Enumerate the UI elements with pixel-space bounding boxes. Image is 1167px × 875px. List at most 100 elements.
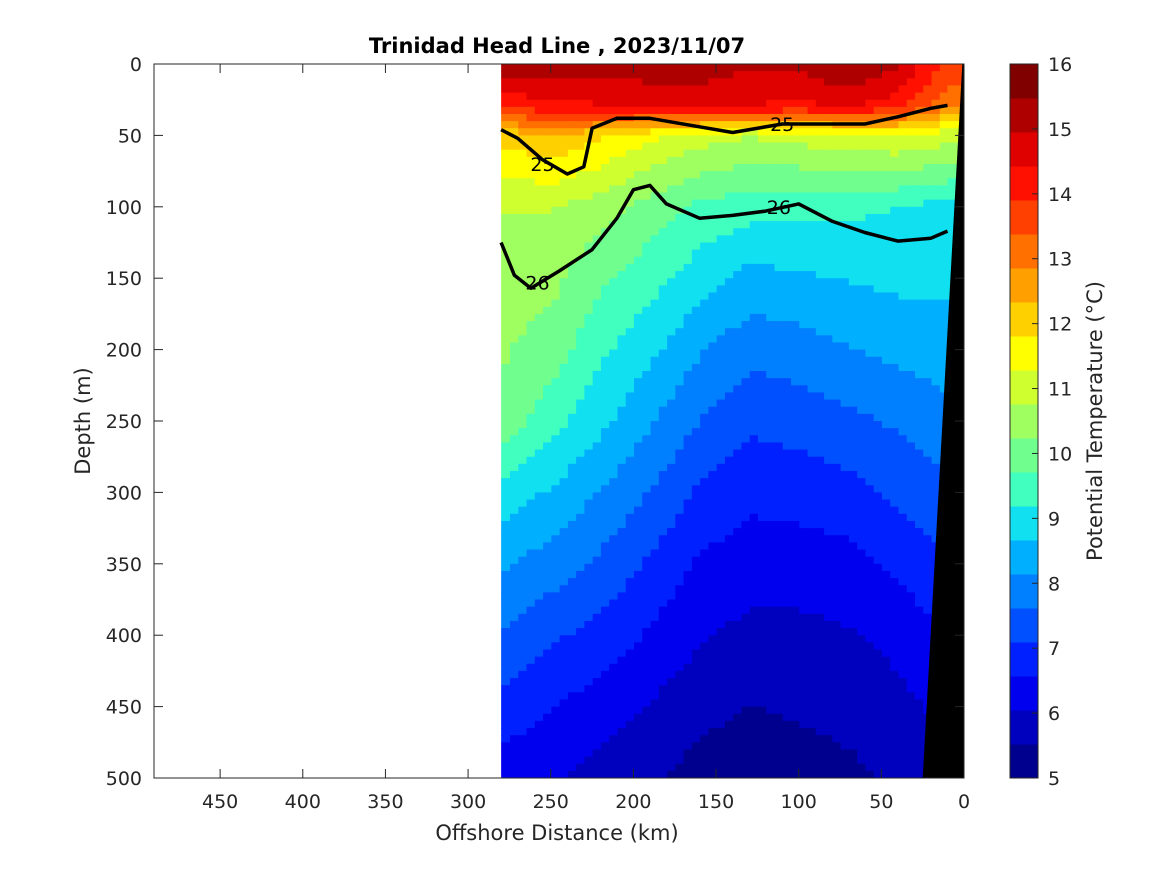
temperature-cell [550, 421, 560, 429]
temperature-cell [831, 678, 841, 686]
temperature-cell [914, 570, 924, 579]
temperature-cell [583, 770, 593, 778]
temperature-cell [567, 720, 577, 729]
temperature-cell [583, 563, 593, 572]
temperature-cell [641, 663, 651, 672]
temperature-cell [575, 206, 585, 215]
temperature-cell [732, 113, 742, 122]
temperature-cell [732, 613, 742, 622]
temperature-cell [749, 663, 758, 672]
temperature-cell [575, 513, 585, 522]
temperature-cell [798, 285, 808, 294]
temperature-cell [707, 635, 717, 643]
temperature-cell [873, 349, 882, 358]
temperature-cell [939, 221, 949, 229]
temperature-cell [641, 71, 651, 79]
temperature-cell [856, 742, 866, 751]
temperature-cell [889, 263, 899, 272]
temperature-cell [559, 399, 568, 408]
temperature-cell [815, 463, 825, 472]
temperature-cell [534, 299, 544, 308]
temperature-cell [666, 599, 676, 608]
temperature-cell [765, 228, 775, 236]
temperature-cell [798, 549, 808, 558]
temperature-cell [567, 449, 577, 458]
temperature-cell [592, 278, 601, 286]
temperature-cell [740, 749, 750, 758]
temperature-cell [930, 421, 940, 429]
temperature-cell [575, 85, 585, 94]
temperature-cell [757, 749, 767, 758]
temperature-cell [550, 342, 560, 351]
temperature-cell [873, 685, 882, 693]
temperature-cell [649, 399, 659, 408]
temperature-cell [682, 306, 692, 315]
temperature-cell [534, 685, 544, 693]
temperature-cell [550, 149, 560, 158]
temperature-cell [625, 456, 634, 465]
temperature-cell [724, 249, 734, 258]
temperature-cell [666, 563, 676, 572]
temperature-cell [691, 328, 701, 336]
temperature-cell [922, 199, 932, 208]
temperature-cell [534, 692, 544, 701]
temperature-cell [674, 599, 684, 608]
temperature-cell [897, 699, 907, 708]
temperature-cell [922, 78, 932, 87]
temperature-cell [897, 121, 907, 129]
temperature-cell [773, 592, 783, 601]
temperature-cell [575, 735, 585, 743]
temperature-cell [922, 478, 932, 486]
temperature-cell [592, 770, 601, 778]
temperature-cell [823, 492, 833, 501]
temperature-cell [658, 528, 668, 536]
temperature-cell [724, 478, 734, 486]
temperature-cell [583, 163, 593, 172]
temperature-cell [625, 442, 634, 451]
temperature-cell [798, 99, 808, 108]
temperature-cell [625, 171, 634, 179]
temperature-cell [633, 78, 643, 87]
temperature-cell [567, 706, 577, 715]
temperature-cell [749, 163, 758, 172]
temperature-cell [906, 242, 916, 251]
temperature-cell [831, 385, 841, 394]
temperature-cell [567, 163, 577, 172]
temperature-cell [889, 499, 899, 508]
temperature-cell [633, 720, 643, 729]
temperature-cell [914, 192, 924, 201]
temperature-cell [831, 363, 841, 372]
temperature-cell [608, 578, 618, 586]
temperature-cell [881, 599, 891, 608]
temperature-cell [914, 485, 924, 493]
temperature-cell [848, 242, 858, 251]
temperature-cell [782, 156, 792, 165]
temperature-cell [740, 535, 750, 543]
temperature-cell [567, 435, 577, 444]
temperature-cell [583, 242, 593, 251]
temperature-cell [922, 85, 932, 94]
temperature-cell [848, 592, 858, 601]
temperature-cell [583, 535, 593, 543]
temperature-cell [856, 620, 866, 629]
temperature-cell [707, 185, 717, 194]
temperature-cell [699, 570, 709, 579]
temperature-cell [765, 92, 775, 101]
temperature-cell [691, 106, 701, 115]
temperature-cell [608, 499, 618, 508]
temperature-cell [823, 413, 833, 422]
temperature-cell [641, 599, 651, 608]
temperature-cell [798, 392, 808, 401]
temperature-cell [691, 306, 701, 315]
temperature-cell [873, 163, 882, 172]
temperature-cell [616, 71, 626, 79]
temperature-cell [823, 642, 833, 651]
temperature-cell [616, 749, 626, 758]
temperature-cell [600, 321, 610, 329]
temperature-cell [559, 749, 568, 758]
temperature-cell [873, 285, 882, 294]
temperature-cell [641, 585, 651, 593]
temperature-cell [575, 520, 585, 529]
temperature-cell [583, 756, 593, 765]
temperature-cell [806, 392, 816, 401]
